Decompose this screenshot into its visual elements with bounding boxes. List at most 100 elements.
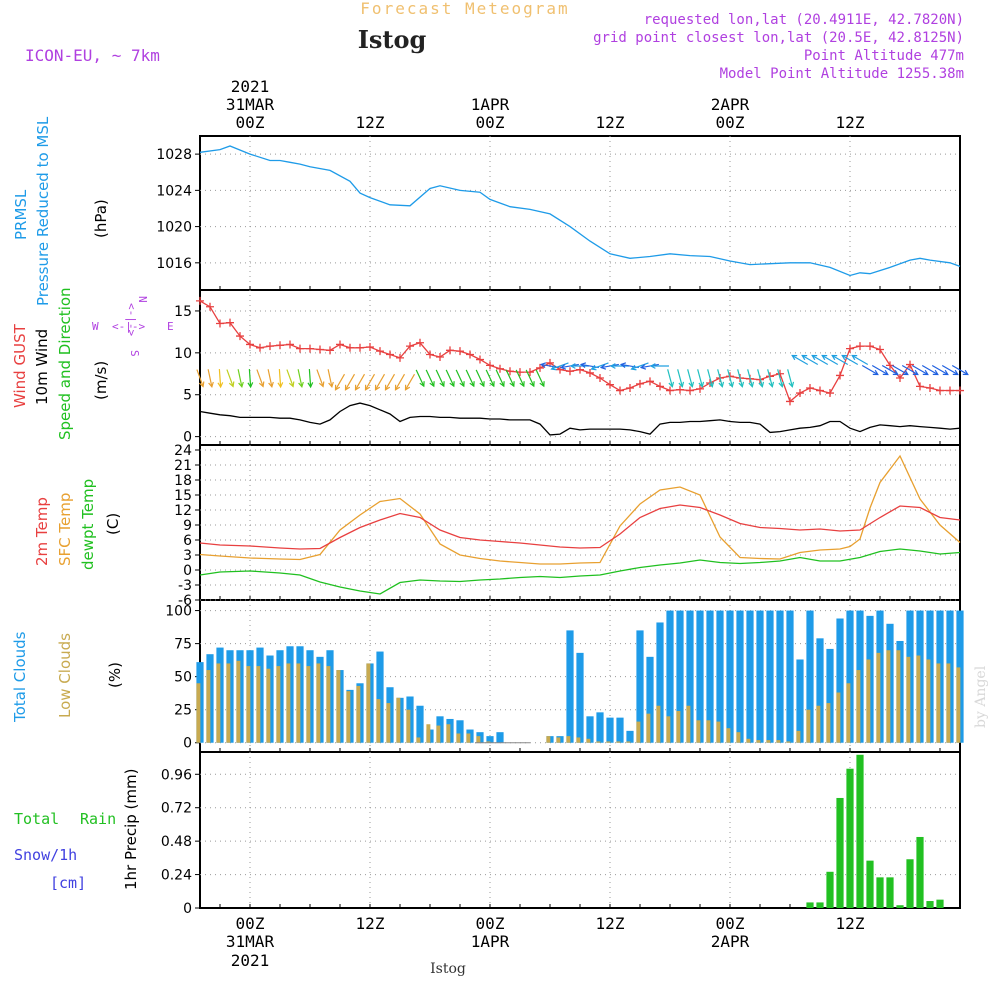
total-cloud-bar [746,610,754,743]
total-cloud-bar [806,610,814,743]
wind-unit-label: (m/s) [92,361,110,400]
low-cloud-bar [326,666,331,743]
wind-arrow [569,363,589,369]
low-cloud-bar [956,667,961,743]
wind-arrow-head [678,381,685,388]
low-cloud-bar [626,741,631,743]
rain-bar [856,754,864,908]
wind-arrow-shaft [485,369,495,387]
wind-arrow-shaft [374,373,386,391]
wind-arrow-head [649,363,656,369]
low-cloud-bar [306,666,311,743]
low-cloud-bar [556,737,561,743]
rain-bar [816,902,824,908]
low-cloud-bar [816,705,821,743]
wind-arrow-head [439,381,445,388]
gust-marker [336,340,344,349]
total-cloud-bar [596,712,604,743]
wind-arrow-head [354,384,361,391]
dewpt-line [199,548,961,595]
wind-arrow-head [247,382,254,389]
top-time-hour: 12Z [596,113,625,132]
wind-speed-dir-label: Speed and Direction [56,287,74,440]
y-tick-label: 21 [174,458,192,474]
wind-arrow [495,369,505,388]
wind-arrow-shaft [297,369,303,387]
wind-arrow-head [559,363,567,370]
temp-labels: 2m Temp SFC Temp dewpt Temp (C) [33,479,122,570]
wind-arrow-head [599,363,607,370]
bottom-time-hour: 12Z [356,914,385,933]
wind-arrow-head [459,381,465,388]
low-cloud-bar [926,659,931,743]
wind-arrow [630,362,649,371]
wind-arrow-head [912,369,919,376]
wind-arrow-head [499,381,505,388]
y-tick-label: 25 [174,703,192,719]
top-title: Forecast Meteogram [360,0,569,18]
wind-arrow-head [334,384,341,391]
gust-marker [666,386,674,395]
y-tick-label: 0.24 [161,868,192,884]
gust-marker [266,342,274,351]
wind-arrow [821,354,839,366]
wind-arrow-head [579,362,587,369]
y-tick-label: 5 [183,388,192,404]
low-cloud-bar [746,738,751,743]
low-cloud-bar [646,713,651,743]
wind-arrow [535,369,545,388]
gust-marker [846,344,854,353]
wind-arrow [445,369,455,388]
compass-arrows: <-|-> [112,320,145,333]
low-cloud-bar [256,666,261,743]
wind-arrow [384,373,396,391]
total-cloud-bar [756,610,764,743]
low-cloud-bar [596,741,601,743]
low-cloud-bar [916,655,921,743]
wind-arrow-head [791,354,798,361]
wind-arrow [485,369,495,388]
gust-marker [936,386,944,395]
requested-coords: requested lon,lat (20.4911E, 42.7820N) [644,12,964,28]
wind-arrow [425,369,435,388]
gust-marker [926,384,934,393]
wind-arrow [911,364,929,376]
bottom-time-hour: 00Z [236,914,265,933]
wind-arrow [344,373,356,391]
y-tick-label: -3 [178,578,192,594]
wind-arrow [639,363,659,370]
y-tick-label: 0.96 [161,767,192,783]
temp-dewpt-label: dewpt Temp [79,479,97,570]
total-cloud-bar [486,736,494,743]
bottom-time-date: 1APR [471,932,510,951]
wind-arrow-head [801,354,808,361]
y-tick-label: 50 [174,670,192,686]
wind-arrow-shaft [196,369,204,387]
wind-arrow-shaft [851,354,869,366]
wind-arrow-head [238,381,244,389]
low-cloud-bar [666,716,671,743]
total-cloud-bar [576,652,584,743]
low-cloud-bar [806,709,811,743]
y-tick-label: 9 [183,518,192,534]
rain-bar [916,836,924,908]
y-tick-label: 24 [174,443,192,459]
wind-arrow [667,369,675,388]
wind-arrow-head [384,384,391,391]
wind-arrow-shaft [308,368,312,388]
wind-arrow-head [748,381,755,388]
wind-arrow [404,373,416,391]
wind-arrow-head [509,381,515,388]
wind-arrow-head [902,369,909,376]
wind-arrow-head [768,381,775,388]
wind-arrow-head [307,382,314,389]
rain-bar [846,768,854,908]
wind-arrow [505,369,515,388]
rain-bar [886,877,894,908]
wind-arrow-head [328,381,334,389]
sfc-temp-line [199,454,961,565]
top-time-date: 31MAR [226,95,275,114]
wind-arrow-head [778,381,785,388]
low-cloud-bar [846,683,851,743]
gust-marker [556,365,564,374]
